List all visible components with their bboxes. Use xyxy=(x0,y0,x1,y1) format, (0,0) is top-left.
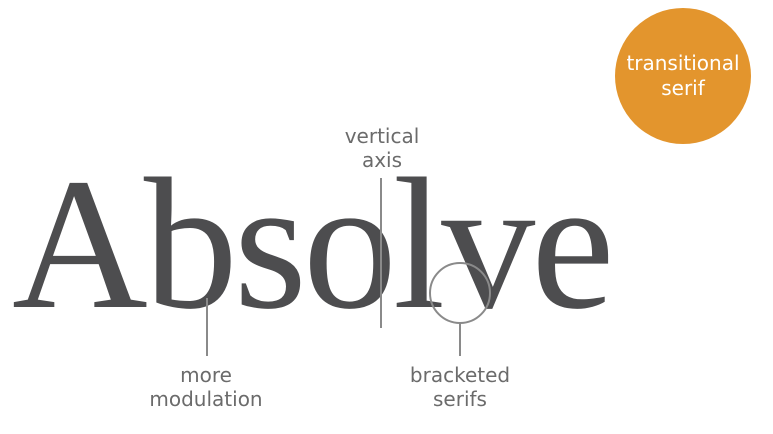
vertical-axis-label-line-2: axis xyxy=(361,148,403,172)
modulation-label: more modulation xyxy=(128,363,284,411)
vertical-axis-label-line-1: vertical xyxy=(344,124,420,148)
modulation-label-line-1: more xyxy=(180,363,232,387)
classification-badge: transitional serif xyxy=(615,8,751,144)
specimen-word: Absolve xyxy=(12,139,615,348)
badge-text-line-2: serif xyxy=(661,76,705,100)
badge-text-line-1: transitional xyxy=(626,51,740,75)
bracketed-serifs-label-line-2: serifs xyxy=(433,387,487,411)
vertical-axis-label: vertical axis xyxy=(332,124,432,172)
bracketed-serifs-label-line-1: bracketed xyxy=(409,363,511,387)
modulation-label-line-2: modulation xyxy=(149,387,263,411)
bracketed-serifs-label: bracketed serifs xyxy=(395,363,525,411)
